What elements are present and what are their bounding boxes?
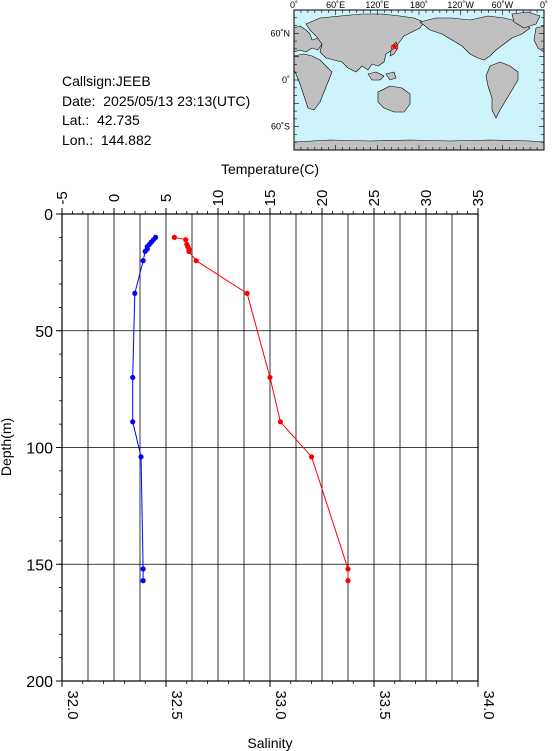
map-lon-tick-label: 0˚ xyxy=(290,0,298,10)
temperature-axis-ticks: -5 0 5 10 15 20 25 30 35 xyxy=(54,190,487,214)
salinity-data-point xyxy=(144,244,150,250)
station-info: Callsign:JEEB Date: 2025/05/13 23:13(UTC… xyxy=(62,72,250,150)
land-south-america xyxy=(485,61,519,119)
temperature-data-point xyxy=(185,244,191,250)
world-map: 0˚ 60˚E 120˚E 180˚ 120˚W 60˚W 0˚ 60˚N 0˚ 60˚S xyxy=(270,0,548,151)
temperature-tick-label: 20 xyxy=(314,190,331,207)
chart-grid xyxy=(62,214,478,681)
temperature-data-point xyxy=(267,374,273,381)
temperature-tick-label: 35 xyxy=(470,190,487,207)
temperature-profile-line xyxy=(174,236,349,581)
temperature-tick-label: 10 xyxy=(210,190,227,207)
depth-tick-label: 50 xyxy=(35,324,53,341)
salinity-axis-label: Salinity xyxy=(247,735,292,751)
salinity-axis-ticks: 32.0 32.5 33.0 33.5 34.0 xyxy=(61,681,497,720)
salinity-data-point xyxy=(153,234,159,240)
depth-tick-label: 200 xyxy=(26,674,53,691)
temperature-data-point xyxy=(309,454,315,460)
date-text: Date: 2025/05/13 23:13(UTC) xyxy=(62,92,251,109)
salinity-data-point xyxy=(130,374,136,381)
map-lat-tick-label: 0˚ xyxy=(282,75,290,85)
map-lon-tick-label: 180˚ xyxy=(410,0,428,10)
latitude-text: Lat.: 42.735 xyxy=(62,112,140,128)
temperature-data-point xyxy=(345,566,351,572)
salinity-data-point xyxy=(132,290,138,296)
temperature-data-point xyxy=(171,234,177,240)
temperature-tick-label: -5 xyxy=(54,191,71,204)
salinity-series xyxy=(130,234,159,584)
temperature-tick-label: 30 xyxy=(418,190,435,207)
map-lon-tick-label: 60˚W xyxy=(492,0,514,10)
map-lon-tick-label: 120˚W xyxy=(447,0,474,10)
station-marker-icon xyxy=(390,42,399,51)
map-frame-ticks xyxy=(293,9,545,151)
land-se-asia-islands xyxy=(367,71,397,81)
salinity-tick-label: 32.0 xyxy=(64,690,81,719)
temperature-axis-label: Temperature(C) xyxy=(221,161,319,177)
salinity-data-point xyxy=(130,419,136,425)
temperature-data-point xyxy=(186,248,192,254)
temperature-tick-label: 25 xyxy=(366,190,383,207)
salinity-tick-label: 33.0 xyxy=(272,690,289,719)
temperature-data-point xyxy=(244,290,250,296)
salinity-tick-label: 34.0 xyxy=(480,690,497,719)
temperature-tick-label: 0 xyxy=(106,194,123,202)
temperature-tick-label: 5 xyxy=(158,194,175,202)
salinity-data-point xyxy=(138,454,144,460)
salinity-data-point xyxy=(140,566,146,572)
land-greenland xyxy=(511,11,541,29)
salinity-data-point xyxy=(148,239,155,245)
temperature-data-point xyxy=(186,246,192,252)
temperature-data-point xyxy=(193,258,199,264)
map-lat-tick-label: 60˚S xyxy=(271,122,290,132)
longitude-text: Lon.: 144.882 xyxy=(62,131,152,148)
callsign-text: Callsign:JEEB xyxy=(62,73,151,89)
depth-axis-ticks: 0 50 100 150 200 xyxy=(26,207,62,691)
temperature-data-point xyxy=(184,241,190,247)
salinity-data-point xyxy=(142,248,148,254)
land-eurasia xyxy=(305,13,425,73)
map-lon-tick-label: 60˚E xyxy=(326,0,345,10)
temperature-data-point xyxy=(183,237,189,243)
salinity-tick-label: 33.5 xyxy=(376,690,393,719)
depth-tick-label: 100 xyxy=(26,441,53,458)
land-north-america xyxy=(419,15,531,61)
land-europe-east xyxy=(533,25,545,53)
temperature-series xyxy=(171,234,351,584)
land-australia xyxy=(377,85,411,113)
map-lon-tick-label: 0˚ xyxy=(540,0,548,10)
map-tick-labels: 0˚ 60˚E 120˚E 180˚ 120˚W 60˚W 0˚ 60˚N 0˚ 60˚S xyxy=(270,0,548,132)
map-lon-tick-label: 120˚E xyxy=(365,0,389,10)
temperature-tick-label: 15 xyxy=(262,190,279,207)
temperature-data-point xyxy=(277,419,283,425)
land-africa xyxy=(293,53,333,111)
salinity-data-point xyxy=(144,246,150,252)
salinity-data-point xyxy=(146,241,152,247)
depth-tick-label: 0 xyxy=(44,207,53,224)
salinity-data-point xyxy=(140,578,146,584)
map-lat-tick-label: 60˚N xyxy=(270,28,290,38)
depth-axis-label: Depth(m) xyxy=(0,418,14,476)
salinity-data-point xyxy=(140,258,146,264)
salinity-profile-line xyxy=(132,237,156,581)
depth-tick-label: 150 xyxy=(26,557,53,574)
plot-frame xyxy=(61,213,479,682)
temperature-data-point xyxy=(345,578,351,584)
salinity-tick-label: 32.5 xyxy=(168,690,185,719)
series-layer xyxy=(130,234,351,584)
salinity-data-point xyxy=(150,237,157,243)
